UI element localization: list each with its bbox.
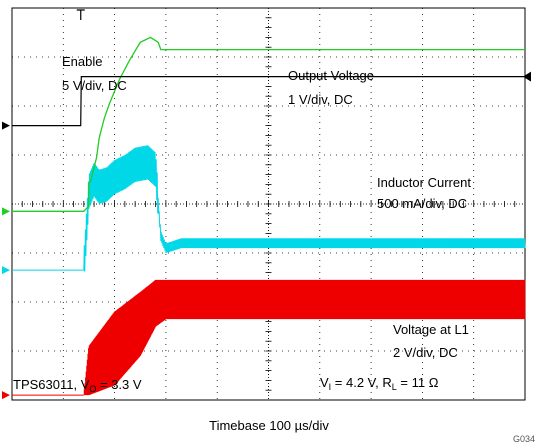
enable-trace <box>12 75 525 127</box>
voltage-l1-label: Voltage at L1 <box>393 322 469 337</box>
figure-id: G034 <box>513 434 535 444</box>
inductor-current-label: Inductor Current <box>377 175 471 190</box>
channel-ground-marker <box>2 391 10 400</box>
voltage-l1-trace <box>83 279 526 396</box>
channel-ground-marker <box>2 121 10 130</box>
output-voltage-label: Output Voltage <box>288 68 374 83</box>
output-voltage-scale: 1 V/div, DC <box>288 92 353 107</box>
channel-markers <box>2 9 531 400</box>
enable-scale: 5 V/div, DC <box>62 78 127 93</box>
conditions-label: VI = 4.2 V, RL = 11 Ω <box>320 375 439 392</box>
trigger-level-marker <box>523 71 531 82</box>
output-voltage-trace <box>12 36 525 212</box>
device-label: TPS63011, VO = 3.3 V <box>13 377 142 394</box>
trigger-position-marker <box>76 9 85 20</box>
scope-traces <box>12 36 526 396</box>
enable-label: Enable <box>62 54 102 69</box>
inductor-current-trace <box>12 145 526 272</box>
voltage-l1-scale: 2 V/div, DC <box>393 345 458 360</box>
inductor-current-scale: 500 mA/div, DC <box>377 196 467 211</box>
channel-ground-marker <box>2 207 10 216</box>
channel-ground-marker <box>2 266 10 275</box>
x-axis-label: Timebase 100 µs/div <box>209 418 329 433</box>
